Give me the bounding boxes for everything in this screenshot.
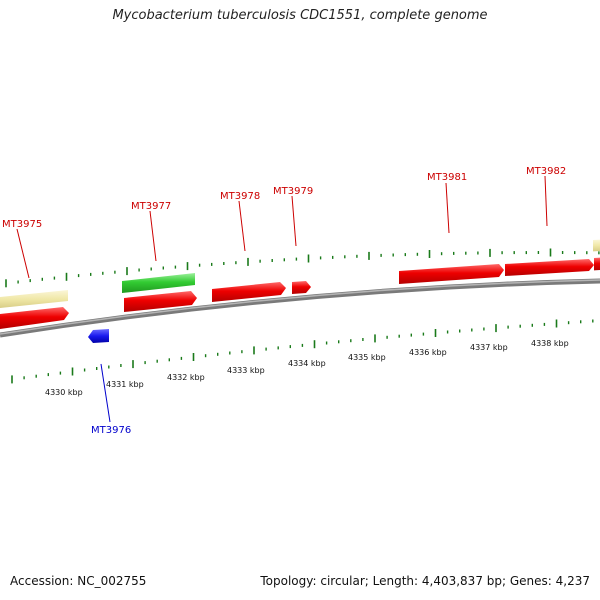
genome-backbone-highlight [0,279,600,335]
leader-mt3982 [544,175,548,227]
genome-summary-text: Topology: circular; Length: 4,403,837 bp… [260,574,590,588]
scale-label: 4331 kbp [106,380,144,389]
scale-label: 4337 kbp [470,343,508,352]
gene-label-mt3982[interactable]: MT3982 [526,166,566,177]
gene-label-mt3977[interactable]: MT3977 [131,201,171,212]
label-leaders [16,175,548,423]
scale-label: 4335 kbp [348,353,386,362]
map-title: Mycobacterium tuberculosis CDC1551, comp… [112,8,488,23]
gene-arrow-mt3981 [399,264,504,284]
gene-label-mt3978[interactable]: MT3978 [220,191,260,202]
gene-label-mt3979[interactable]: MT3979 [273,186,313,197]
leader-mt3981 [445,182,450,234]
leader-mt3976 [100,363,111,423]
gene-arrow-edge [594,257,600,271]
feature-other-2 [593,239,600,252]
gene-arrow-mt3975 [0,307,69,329]
feature-other-1 [0,290,68,308]
gene-arrow-mt3979 [292,281,311,294]
inner-tick-ring [11,319,594,384]
gene-arrow-mt3978 [212,282,286,302]
gene-arrow-mt3977 [124,291,197,312]
gene-label-mt3975[interactable]: MT3975 [2,219,42,230]
leader-mt3977 [149,210,157,262]
feature-rna [122,273,195,293]
scale-label: 4332 kbp [167,373,205,382]
scale-labels: 4330 kbp 4331 kbp 4332 kbp 4333 kbp 4334… [45,339,569,397]
gene-arrow-mt3982 [505,259,594,276]
scale-label: 4334 kbp [288,359,326,368]
scale-label: 4336 kbp [409,348,447,357]
scale-label: 4338 kbp [531,339,569,348]
scale-label: 4330 kbp [45,388,83,397]
genome-backbone [0,278,600,338]
accession-text: Accession: NC_002755 [10,574,147,588]
outer-tick-ring [5,248,600,288]
gene-arrow-mt3976 [88,329,109,343]
leader-mt3978 [238,200,246,252]
leader-mt3979 [291,195,297,247]
leader-mt3975 [16,228,30,279]
gene-label-mt3976[interactable]: MT3976 [91,425,131,436]
gene-label-mt3981[interactable]: MT3981 [427,172,467,183]
scale-label: 4333 kbp [227,366,265,375]
